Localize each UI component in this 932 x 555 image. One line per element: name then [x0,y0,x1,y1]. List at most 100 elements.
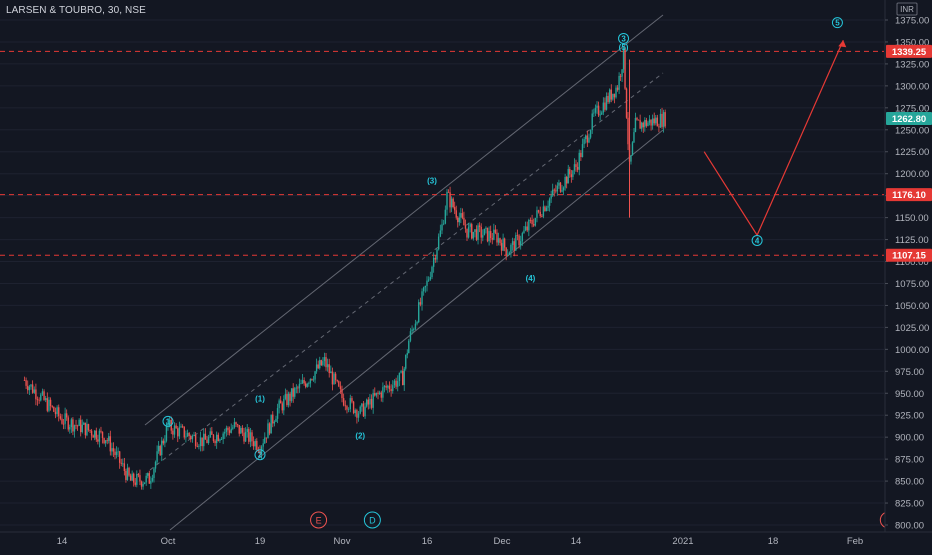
candle-body [172,430,174,435]
candle-body [576,166,579,170]
candle-body [252,441,255,447]
candle-body [395,380,397,387]
candle-body [51,405,53,407]
wave-label-circle [751,234,763,246]
candle-body [418,302,420,323]
candle-body [143,482,146,484]
candle-body [569,169,571,175]
candle-body [594,107,597,113]
candle-body [90,430,93,436]
candle-body [120,462,122,464]
candle-body [591,113,593,131]
candle-body [312,379,315,381]
candle-body [64,413,66,424]
candle-body [493,229,495,240]
candle-body [279,400,282,404]
candle-body [541,216,543,217]
candle-body [201,437,203,447]
time-tick-label: Dec [494,536,511,547]
candle-body [573,164,576,171]
candle-body [199,437,202,447]
candle-body [616,87,619,90]
candle-body [317,364,319,369]
time-tick-label: 2021 [672,536,693,547]
candle-body [597,105,600,116]
price-tick-label: 875.00 [895,455,924,466]
event-marker[interactable] [363,511,381,529]
candle-body [287,393,290,406]
candle-body [572,170,574,178]
candle-body [416,322,418,324]
candle-body [565,176,568,184]
candle-body [645,119,648,126]
candle-body [139,475,141,482]
candle-body [647,122,649,126]
candle-body [469,224,471,227]
candle-body [306,383,308,387]
candle-body [275,418,277,422]
candle-body [23,380,26,381]
candle-body [478,225,481,227]
candle-body [500,243,503,251]
candle-body [480,226,482,238]
candle-body [65,413,68,418]
candle-body [651,118,654,126]
candle-body [431,266,433,278]
candle-body [33,389,35,393]
candle-body [309,378,312,384]
candle-body [49,399,52,406]
candle-body [284,394,287,399]
candle-body [429,277,432,280]
candle-body [608,89,611,102]
candle-body [452,198,454,208]
candle-body [449,192,451,208]
candle-body [193,434,195,436]
wave-label: 2 [258,451,263,460]
price-tick-label: 1025.00 [895,323,929,334]
candle-body [491,238,493,240]
time-axis[interactable] [0,532,932,550]
candle-body [178,427,181,437]
candle-body [558,182,560,186]
candle-body [561,190,563,192]
candle-body [447,191,450,193]
price-tick-label: 1250.00 [895,125,929,136]
candle-body [383,385,386,388]
candle-body [375,392,378,396]
candle-body [610,89,612,100]
candle-body [387,385,389,388]
price-axis[interactable] [885,0,932,550]
candle-body [41,391,44,395]
event-marker-label: D [369,516,376,526]
candle-body [624,47,626,89]
candle-body [267,423,269,439]
candle-body [588,137,590,143]
candle-body [656,117,659,127]
candle-body [599,114,601,116]
candle-body [297,387,299,389]
currency-badge[interactable] [896,2,918,16]
candle-body [397,381,399,387]
candle-body [570,174,573,178]
candle-body [636,117,638,120]
candle-body [411,329,413,332]
candle-body [142,483,144,487]
candle-body [161,440,163,456]
candle-body [56,407,58,415]
candle-body [283,398,285,411]
candle-body [241,427,244,433]
last-price-tag [886,112,932,126]
candle-body [54,411,57,415]
candle-body [61,418,63,424]
candle-body [521,233,524,242]
candle-body [494,229,497,233]
candle-body [524,226,527,231]
level-price-tag [886,188,932,202]
candle-body [145,475,147,483]
event-marker[interactable] [310,511,328,529]
channel-line [169,129,664,531]
candle-body [254,440,256,447]
candle-body [206,439,208,444]
